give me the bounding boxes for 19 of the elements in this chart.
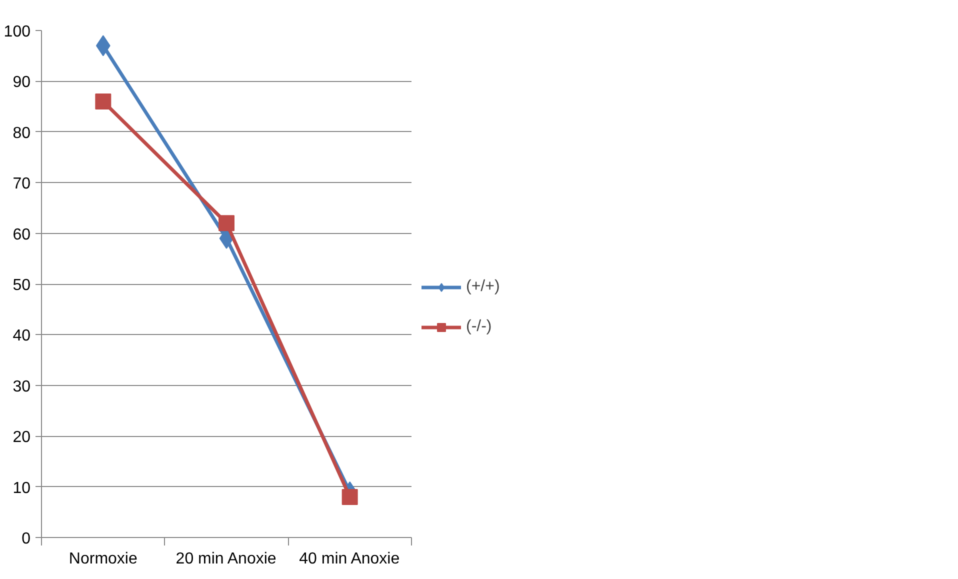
point	[342, 488, 358, 505]
x-tick-label: 20 min Anoxie	[176, 550, 276, 568]
point	[95, 93, 112, 110]
y-tick-label: 90	[12, 74, 31, 92]
point	[218, 215, 234, 232]
y-tick-label: 10	[12, 480, 31, 497]
x-tick-label: Normoxie	[68, 550, 138, 568]
y-tick-label: 20	[12, 429, 31, 446]
legend-label: (-/-)	[466, 318, 492, 336]
y-tick-label: 50	[12, 277, 31, 294]
y-tick-label: 0	[22, 530, 31, 548]
y-tick-label: 30	[12, 378, 31, 396]
y-tick-label: 80	[12, 124, 31, 142]
y-tick-label: 70	[12, 176, 31, 193]
x-tick-label: 40 min Anoxie	[299, 550, 400, 568]
y-tick-label: 40	[12, 328, 31, 345]
y-tick-label: 100	[4, 24, 31, 40]
legend-label: (+/+)	[466, 278, 500, 296]
y-tick-label: 60	[12, 226, 31, 244]
